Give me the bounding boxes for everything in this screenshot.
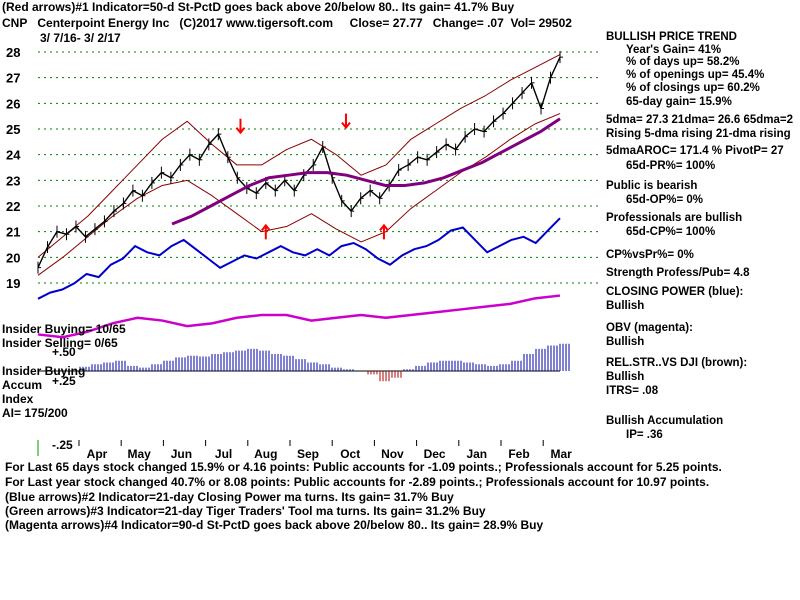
cp-vs-pr: CP%vsPr%= 0% — [606, 249, 694, 261]
x-tick-label: Jan — [466, 447, 487, 461]
years-gain: Year's Gain= 41% — [626, 44, 722, 56]
relstr-label: REL.STR..VS DJI (brown): — [606, 357, 748, 369]
ma65-line — [171, 117, 561, 226]
footer-magenta-arrows: (Magenta arrows)#4 Indicator=90-d St-Pct… — [5, 518, 544, 532]
x-tick-label: May — [128, 447, 152, 461]
footer-65day: For Last 65 days stock changed 15.9% or … — [5, 460, 722, 474]
cp-65: 65d-CP%= 100% — [626, 226, 716, 238]
x-tick-label: Jul — [215, 447, 232, 461]
y-tick-label: 21 — [6, 225, 20, 240]
change-value: Change= .07 — [432, 16, 504, 30]
y-tick-label: 25 — [6, 122, 20, 137]
obv-state: Bullish — [606, 336, 645, 348]
op-65: 65d-OP%= 0% — [626, 194, 704, 206]
footer-year: For Last year stock changed 40.7% or 8.0… — [5, 475, 710, 489]
x-tick-label: Feb — [508, 447, 529, 461]
red-arrow-down — [341, 113, 351, 130]
pr-65: 65d-PR%= 100% — [626, 160, 716, 172]
price-close-line — [37, 56, 561, 268]
closing-power-line — [37, 217, 561, 300]
red-arrow-up — [261, 223, 271, 240]
gain-65: 65-day gain= 15.9% — [626, 96, 732, 108]
red-arrow-up — [379, 223, 389, 240]
openings-up: % of openings up= 45.4% — [626, 69, 765, 81]
accum-plus50: +.50 — [52, 345, 76, 359]
header-indicator-1: (Red arrows)#1 Indicator=50-d St-PctD go… — [2, 0, 515, 14]
obv-line — [37, 294, 561, 339]
y-tick-label: 28 — [6, 45, 20, 60]
lower-band-line — [37, 113, 561, 276]
y-tick-label: 26 — [6, 96, 20, 111]
insider-buying-label-2: Insider Buying — [2, 364, 86, 378]
x-tick-label: Mar — [551, 447, 573, 461]
volume-value: Vol= 29502 — [510, 16, 572, 30]
index-label: Index — [2, 392, 34, 406]
aroc-line: 5dmaAROC= 171.4 % PivotP= 27 — [606, 145, 784, 157]
y-tick-label: 24 — [6, 148, 21, 163]
x-tick-label: Apr — [87, 447, 108, 461]
insider-selling-label: Insider Selling= 0/65 — [2, 336, 118, 350]
obv-label: OBV (magenta): — [606, 322, 693, 334]
rising-line: Rising 5-dma rising 21-dma rising — [606, 128, 791, 140]
x-tick-label: Dec — [424, 447, 446, 461]
relstr-state: Bullish — [606, 371, 645, 383]
trend-title: BULLISH PRICE TREND — [606, 31, 737, 43]
days-up: % of days up= 58.2% — [626, 56, 740, 68]
upper-band-line — [37, 54, 561, 258]
closings-up: % of closings up= 60.2% — [626, 82, 760, 94]
x-tick-label: Jun — [171, 447, 192, 461]
accum-title: Bullish Accumulation — [606, 415, 724, 427]
x-tick-label: Oct — [340, 447, 360, 461]
copyright: (C)2017 www.tigersoft.com — [179, 16, 333, 30]
closing-power-state: Bullish — [606, 300, 645, 312]
x-tick-label: Sep — [297, 447, 319, 461]
close-value: Close= 27.77 — [349, 16, 423, 30]
accum-plus25: +.25 — [52, 374, 76, 388]
footer-blue-arrows: (Blue arrows)#2 Indicator=21-day Closing… — [5, 490, 454, 504]
professionals-state: Professionals are bullish — [606, 212, 743, 224]
x-tick-label: Nov — [381, 447, 404, 461]
ai-label: AI= 175/200 — [2, 406, 68, 420]
y-tick-label: 27 — [6, 71, 20, 86]
red-arrow-down — [235, 118, 246, 135]
company-name: Centerpoint Energy Inc — [37, 16, 170, 30]
closing-power-label: CLOSING POWER (blue): — [606, 286, 744, 298]
accum-minus25: -.25 — [52, 438, 73, 452]
y-tick-label: 23 — [6, 173, 20, 188]
public-state: Public is bearish — [606, 180, 698, 192]
y-tick-label: 20 — [6, 250, 20, 265]
y-tick-label: 22 — [6, 199, 20, 214]
date-range: 3/ 7/16- 3/ 2/17 — [40, 31, 121, 45]
strength: Strength Profess/Pub= 4.8 — [606, 267, 750, 279]
header-ticker-line: CNP Centerpoint Energy Inc (C)2017 www.t… — [2, 16, 572, 30]
insider-buying-label: Insider Buying= 10/65 — [2, 322, 126, 336]
ip-value: IP= .36 — [626, 429, 663, 441]
itrs: ITRS= .08 — [606, 385, 659, 397]
x-tick-label: Aug — [254, 447, 277, 461]
y-tick-label: 19 — [6, 276, 20, 291]
ticker: CNP — [2, 16, 28, 30]
accum-label: Accum — [2, 378, 43, 392]
dma-line: 5dma= 27.3 21dma= 26.6 65dma=2 — [606, 114, 794, 126]
footer-green-arrows: (Green arrows)#3 Indicator=21-day Tiger … — [5, 504, 486, 518]
